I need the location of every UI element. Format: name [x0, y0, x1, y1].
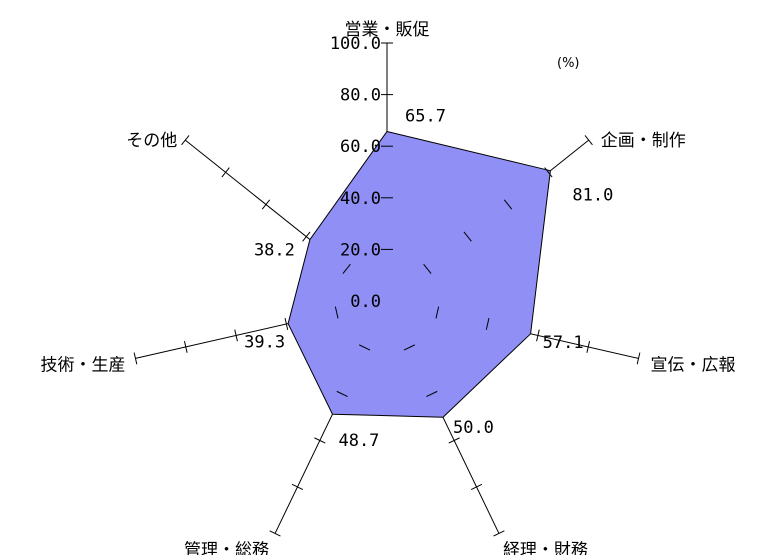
value-label: 81.0 — [572, 186, 613, 206]
axis-tick — [544, 167, 553, 178]
axis-tick — [358, 344, 371, 351]
axis-tick — [314, 437, 326, 444]
category-label: 技術・生産 — [40, 355, 125, 375]
value-label: 57.1 — [543, 333, 584, 353]
axis-tick — [133, 352, 138, 365]
value-label: 48.7 — [338, 431, 379, 451]
data-polygon — [287, 130, 551, 418]
unit-label: (%) — [557, 56, 580, 71]
scale-label: 20.0 — [340, 240, 381, 260]
axis-tick — [448, 437, 460, 444]
value-label: 38.2 — [254, 241, 295, 261]
ticks-layer — [133, 42, 641, 537]
axis-tick — [342, 263, 351, 274]
category-label: 宣伝・広報 — [651, 355, 736, 375]
axis-tick — [636, 352, 641, 365]
axis-tick — [493, 530, 505, 537]
axis-tick — [284, 318, 289, 330]
axis-tick — [584, 135, 593, 146]
category-label: 企画・制作 — [601, 131, 686, 151]
scale-label: 0.0 — [350, 292, 381, 312]
axis-tick — [183, 340, 188, 353]
value-label: 65.7 — [405, 106, 446, 126]
axis-tick — [503, 199, 513, 210]
axis-tick — [234, 329, 238, 342]
axis-tick — [269, 530, 281, 537]
axis-tick — [181, 135, 190, 146]
scale-label: 60.0 — [340, 137, 381, 157]
axis-tick — [435, 306, 440, 319]
scale-label: 40.0 — [340, 189, 381, 209]
category-label: 営業・販促 — [345, 20, 430, 40]
category-label: その他 — [126, 131, 177, 151]
value-label: 50.0 — [453, 418, 494, 438]
axis-tick — [426, 390, 438, 398]
axis-tick — [463, 231, 472, 242]
value-label: 39.3 — [244, 333, 285, 353]
axis-tick — [485, 318, 490, 330]
scale-label: 100.0 — [330, 34, 381, 54]
axis-tick — [291, 483, 304, 491]
axis-tick — [586, 340, 591, 353]
scale-label: 80.0 — [340, 86, 381, 106]
axis-tick — [221, 167, 230, 178]
axis-tick — [302, 231, 311, 242]
axis-tick — [536, 329, 540, 342]
axis-tick — [423, 263, 432, 274]
axis-tick — [261, 199, 271, 210]
category-label: 経理・財務 — [503, 540, 588, 555]
value-labels: 65.7 81.0 57.1 50.0 48.7 39.3 38.2 — [244, 106, 613, 451]
axis-tick — [334, 306, 339, 319]
axis-tick — [336, 390, 348, 398]
axis-tick — [470, 483, 483, 491]
axis-tick — [403, 344, 416, 351]
scale-labels: 0.0 20.0 40.0 60.0 80.0 100.0 — [330, 34, 381, 312]
category-label: 管理・総務 — [184, 540, 269, 555]
